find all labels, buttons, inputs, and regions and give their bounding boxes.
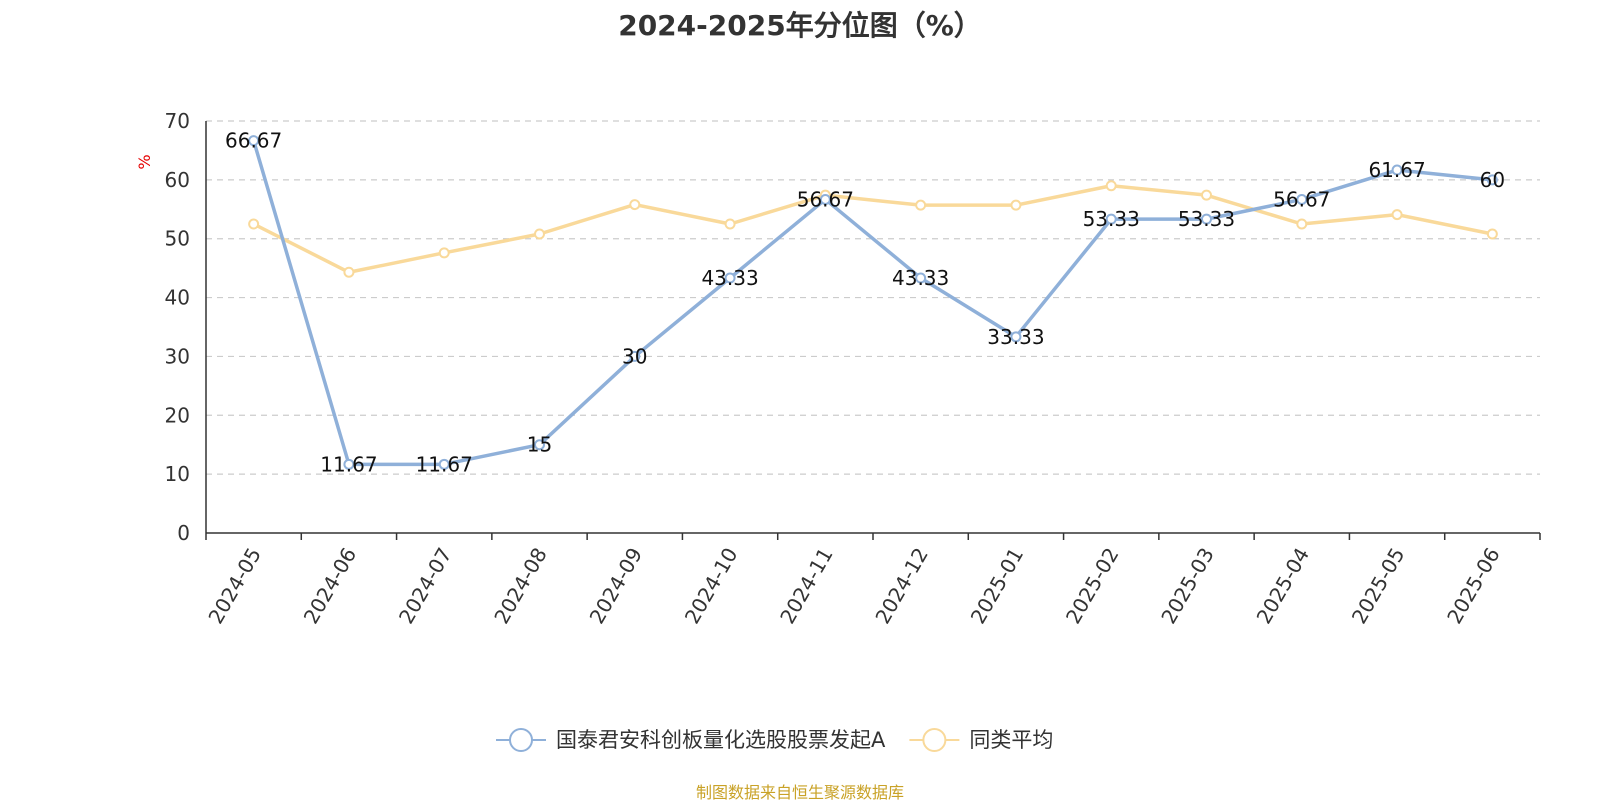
series-0-point-2024-12: [915, 272, 927, 284]
series-0-point-2024-05: [248, 135, 260, 147]
y-tick-label-20: 20: [165, 403, 190, 427]
series-0-point-2024-11: [819, 193, 831, 205]
y-tick-label-30: 30: [165, 344, 190, 368]
series-1-point-2025-02: [1105, 180, 1117, 192]
grid-lines: [206, 120, 1540, 475]
y-tick-label-60: 60: [165, 168, 190, 192]
series-0-point-2025-03: [1201, 213, 1212, 225]
series-0-point-2024-08: [534, 439, 545, 451]
y-tick-label-40: 40: [165, 286, 190, 310]
series-0-point-2025-05: [1391, 164, 1403, 176]
x-tick-label-2024-09: 2024-09: [585, 544, 648, 628]
series-0-point-2024-06: [343, 458, 355, 470]
legend-label-0: 国泰君安科创板量化选股股票发起A: [556, 728, 886, 752]
x-tick-label-2024-05: 2024-05: [203, 544, 266, 628]
x-tick-label-2025-01: 2025-01: [966, 544, 1029, 628]
legend-item-1[interactable]: 同类平均: [909, 728, 1053, 752]
series-1-point-2024-08: [534, 228, 545, 240]
series-0-value-label-2024-10: 43.33: [701, 266, 758, 290]
series-1-line: [252, 183, 1493, 275]
series-0-value-label-2025-03: 53.33: [1178, 207, 1235, 231]
series-0-point-2024-10: [724, 272, 736, 284]
series-0-value-label-2025-04: 56.67: [1273, 187, 1330, 211]
series-0-point-2025-01: [1010, 331, 1022, 343]
series-0-value-label-2025-06: 60: [1480, 168, 1505, 192]
source-note: 制图数据来自恒生聚源数据库: [695, 783, 904, 802]
legend-label-1: 同类平均: [969, 728, 1053, 752]
series-1-point-2024-06: [343, 266, 355, 278]
x-tick-label-2025-04: 2025-04: [1252, 544, 1315, 628]
chart-title: 2024-2025年分位图（%）: [618, 9, 982, 42]
x-tick-label-2024-10: 2024-10: [680, 544, 743, 628]
x-tick-label-2024-06: 2024-06: [299, 544, 362, 628]
series-1-point-2024-07: [438, 247, 450, 259]
y-tick-label-70: 70: [165, 109, 190, 133]
series-0-value-label-2024-11: 56.67: [797, 187, 854, 211]
x-tick-label-2024-08: 2024-08: [489, 544, 552, 628]
y-axis-label: %: [135, 154, 154, 169]
series-0-point-2025-04: [1296, 193, 1308, 205]
series-1-point-2025-04: [1296, 218, 1308, 230]
series-1-point-2025-05: [1391, 209, 1403, 221]
series-lines: [248, 135, 1498, 470]
series-0-value-label-2024-05: 66.67: [225, 129, 282, 153]
series-0-point-2024-07: [438, 458, 450, 470]
series-0-value-label-2024-07: 11.67: [416, 452, 473, 476]
series-0-value-label-2025-01: 33.33: [987, 325, 1044, 349]
series-1-point-2024-12: [915, 199, 927, 211]
x-tick-label-2025-06: 2025-06: [1442, 544, 1505, 628]
legend[interactable]: 国泰君安科创板量化选股股票发起A 同类平均: [496, 728, 1053, 752]
series-0-value-label-2025-02: 53.33: [1083, 207, 1140, 231]
y-tick-label-10: 10: [165, 462, 190, 486]
legend-symbol-circle: [922, 728, 947, 752]
series-1-point-2024-05: [248, 218, 260, 230]
series-0-point-2024-09: [629, 350, 641, 362]
series-0-value-label-2025-05: 61.67: [1368, 158, 1425, 182]
series-0-point-2025-06: [1486, 174, 1498, 186]
series-0-line: [251, 140, 1493, 467]
x-tick-label-2025-05: 2025-05: [1347, 544, 1410, 628]
data-labels: 66.67 11.67 11.67 15 30 43.33 56.67 43.33 33.33 5…: [225, 129, 1505, 477]
legend-symbol-circle: [509, 728, 533, 752]
x-tick-label-2024-11: 2024-11: [775, 544, 838, 628]
series-0-value-label-2024-09: 30: [622, 344, 647, 368]
legend-item-0[interactable]: 国泰君安科创板量化选股股票发起A: [496, 728, 886, 752]
series-0-value-label-2024-06: 11.67: [320, 452, 377, 476]
series-1-point-2025-03: [1201, 189, 1212, 201]
x-tick-label-2025-03: 2025-03: [1156, 544, 1219, 628]
series-0-point-2025-02: [1105, 213, 1117, 225]
x-tick-label-2024-12: 2024-12: [870, 544, 933, 628]
series-0-value-label-2024-08: 15: [527, 433, 552, 457]
series-1-point-2024-10: [724, 218, 736, 230]
series-0-value-label-2024-12: 43.33: [892, 266, 949, 290]
y-tick-label-0: 0: [177, 521, 190, 545]
x-tick-label-2025-02: 2025-02: [1061, 544, 1124, 628]
x-tick-label-2024-07: 2024-07: [394, 544, 457, 628]
series-1-point-2024-09: [629, 199, 641, 211]
series-1-point-2025-01: [1010, 199, 1022, 211]
y-tick-label-50: 50: [165, 227, 190, 251]
series-1-point-2025-06: [1486, 228, 1498, 240]
